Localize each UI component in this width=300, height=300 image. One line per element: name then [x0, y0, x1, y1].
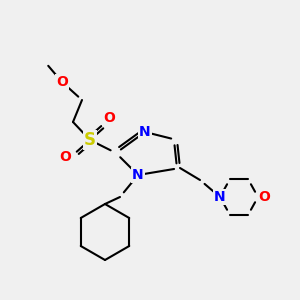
Text: N: N	[214, 190, 226, 204]
Text: N: N	[132, 168, 144, 182]
Text: O: O	[59, 150, 71, 164]
Text: S: S	[84, 131, 96, 149]
Text: O: O	[103, 111, 115, 125]
Text: O: O	[258, 190, 270, 204]
Text: O: O	[56, 75, 68, 89]
Text: N: N	[139, 125, 151, 139]
